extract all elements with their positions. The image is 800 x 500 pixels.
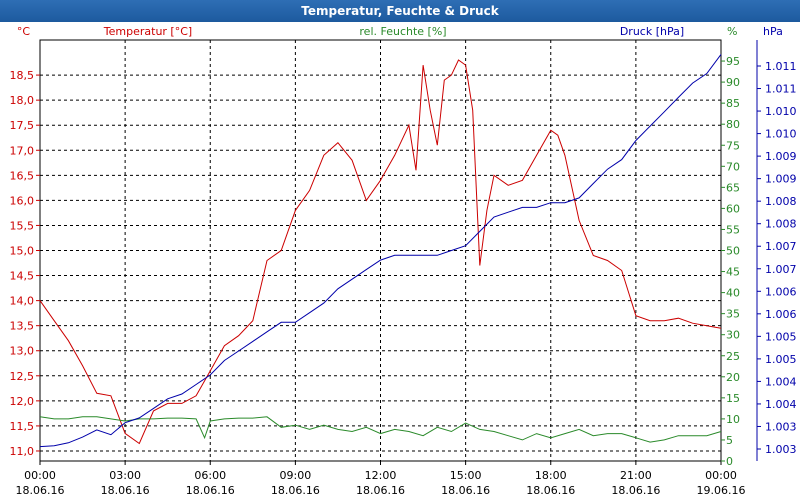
right2-tick-label: 1.010	[765, 128, 797, 141]
right-tick-label: 50	[726, 245, 740, 258]
left-tick-label: 18,5	[10, 69, 35, 82]
right2-tick-label: 1.009	[765, 150, 797, 163]
right-tick-label: 10	[726, 413, 740, 426]
right2-tick-label: 1.008	[765, 218, 797, 231]
humidity-series-line	[39, 416, 722, 443]
left-tick-label: 13,0	[10, 345, 35, 358]
x-tick-date: 18.06.16	[526, 484, 575, 497]
right-tick-label: 35	[726, 308, 740, 321]
legend-humidity: rel. Feuchte [%]	[359, 25, 446, 38]
x-tick-date: 18.06.16	[441, 484, 490, 497]
left-tick-label: 14,5	[10, 270, 35, 283]
pressure-series-line	[39, 54, 722, 448]
right-tick-label: 45	[726, 266, 740, 279]
right2-tick-label: 1.005	[765, 353, 797, 366]
x-tick-time: 21:00	[620, 469, 652, 482]
window-title: Temperatur, Feuchte & Druck	[0, 0, 800, 22]
left-tick-label: 16,0	[10, 194, 35, 207]
left-axis-unit: °C	[17, 25, 31, 38]
left-tick-label: 16,5	[10, 169, 35, 182]
right2-tick-label: 1.004	[765, 375, 797, 388]
left-tick-label: 14,0	[10, 295, 35, 308]
left-tick-label: 17,5	[10, 119, 35, 132]
right-tick-label: 85	[726, 97, 740, 110]
right2-axis-unit: hPa	[763, 25, 783, 38]
right2-tick-label: 1.006	[765, 308, 797, 321]
right2-tick-label: 1.009	[765, 173, 797, 186]
right-tick-label: 95	[726, 55, 740, 68]
right2-tick-label: 1.003	[765, 443, 797, 456]
x-tick-time: 06:00	[194, 469, 226, 482]
left-tick-label: 11,0	[10, 445, 35, 458]
x-tick-time: 09:00	[280, 469, 312, 482]
right2-tick-label: 1.011	[765, 60, 797, 73]
x-tick-date: 18.06.16	[271, 484, 320, 497]
right-tick-label: 0	[726, 455, 733, 468]
right-axis-unit: %	[727, 25, 737, 38]
left-tick-label: 15,0	[10, 245, 35, 258]
left-tick-label: 17,0	[10, 144, 35, 157]
right2-tick-label: 1.005	[765, 330, 797, 343]
right2-tick-label: 1.010	[765, 105, 797, 118]
legend-pressure: Druck [hPa]	[620, 25, 684, 38]
right-tick-label: 75	[726, 139, 740, 152]
x-tick-time: 12:00	[365, 469, 397, 482]
x-tick-time: 18:00	[535, 469, 567, 482]
left-tick-label: 12,0	[10, 395, 35, 408]
x-tick-time: 00:00	[705, 469, 737, 482]
right-tick-label: 15	[726, 392, 740, 405]
left-tick-label: 13,5	[10, 320, 35, 333]
x-tick-date: 18.06.16	[101, 484, 150, 497]
x-tick-date: 19.06.16	[697, 484, 746, 497]
x-tick-date: 18.06.16	[611, 484, 660, 497]
x-tick-time: 00:00	[24, 469, 56, 482]
right-tick-label: 40	[726, 287, 740, 300]
right-tick-label: 60	[726, 202, 740, 215]
x-tick-date: 18.06.16	[16, 484, 65, 497]
right2-tick-label: 1.007	[765, 240, 797, 253]
right2-tick-label: 1.008	[765, 195, 797, 208]
right-tick-label: 25	[726, 350, 740, 363]
right2-tick-label: 1.011	[765, 83, 797, 96]
left-tick-label: 12,5	[10, 370, 35, 383]
right2-tick-label: 1.004	[765, 398, 797, 411]
right-tick-label: 80	[726, 118, 740, 131]
right2-tick-label: 1.006	[765, 285, 797, 298]
x-tick-date: 18.06.16	[186, 484, 235, 497]
x-tick-time: 15:00	[450, 469, 482, 482]
legend-temperature: Temperatur [°C]	[103, 25, 192, 38]
right-tick-label: 30	[726, 329, 740, 342]
right-tick-label: 65	[726, 181, 740, 194]
left-tick-label: 18,0	[10, 94, 35, 107]
right-tick-label: 20	[726, 371, 740, 384]
left-tick-label: 11,5	[10, 420, 35, 433]
temperature-series-line	[39, 59, 722, 445]
right2-tick-label: 1.003	[765, 420, 797, 433]
left-tick-label: 15,5	[10, 219, 35, 232]
chart: 00:00 18.06.16 03:00 18.06.16 06:00 18.06.16 0…	[10, 25, 797, 497]
right2-tick-label: 1.007	[765, 263, 797, 276]
right-tick-label: 55	[726, 223, 740, 236]
x-tick-date: 18.06.16	[356, 484, 405, 497]
right-tick-label: 70	[726, 160, 740, 173]
right-tick-label: 5	[726, 434, 733, 447]
x-tick-time: 03:00	[109, 469, 141, 482]
right-tick-label: 90	[726, 76, 740, 89]
